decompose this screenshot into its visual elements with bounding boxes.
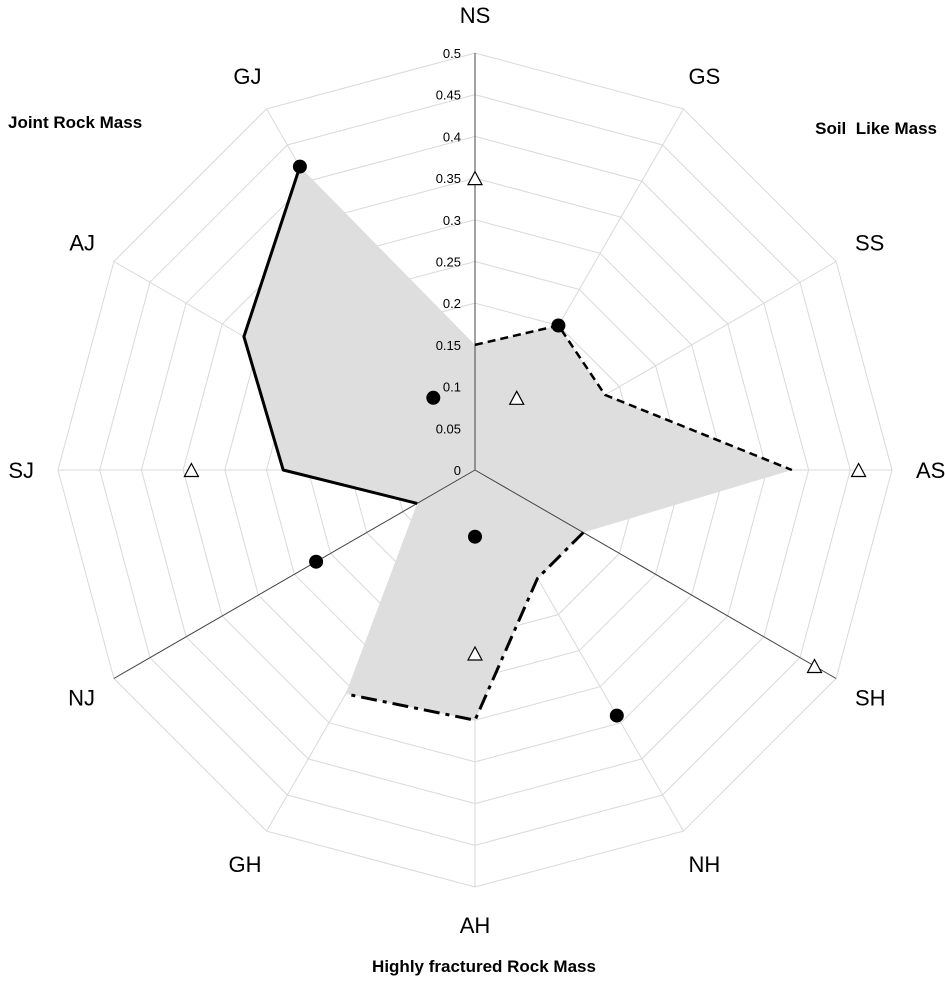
group-label-top-right: Soil Like Mass (815, 119, 937, 138)
tick-label: 0.1 (443, 380, 461, 395)
tick-label: 0 (454, 463, 461, 478)
tick-label: 0.3 (443, 213, 461, 228)
category-label-as: AS (916, 458, 945, 483)
marker-circle (309, 554, 324, 569)
group-label-top-left: Joint Rock Mass (8, 113, 142, 132)
divider-sh (474, 469, 837, 679)
tick-label: 0.4 (443, 129, 461, 144)
category-label-gs: GS (689, 64, 721, 89)
marker-circle (551, 318, 566, 333)
tick-label: 0.15 (436, 338, 461, 353)
divider-nj (113, 469, 476, 679)
category-label-ss: SS (855, 231, 884, 256)
marker-circle (292, 159, 307, 174)
category-label-gj: GJ (233, 64, 261, 89)
tick-label: 0.25 (436, 255, 461, 270)
category-label-sj: SJ (8, 458, 34, 483)
boundary-line (474, 324, 793, 472)
category-label-aj: AJ (69, 231, 95, 256)
tick-label: 0.5 (443, 46, 461, 61)
shaded-area (243, 166, 792, 721)
boundary-line (242, 166, 418, 505)
tick-label: 0.45 (436, 88, 461, 103)
tick-label: 0.05 (436, 421, 461, 436)
category-label-ah: AH (460, 913, 491, 938)
category-label-ns: NS (460, 3, 491, 28)
tick-label: 0.2 (443, 296, 461, 311)
category-label-gh: GH (229, 852, 262, 877)
category-label-nh: NH (689, 852, 721, 877)
marker-circle (468, 529, 482, 544)
marker-triangle (466, 645, 484, 661)
marker-circle (609, 708, 624, 723)
boundary-line (345, 531, 585, 722)
tick-label: 0.35 (436, 171, 461, 186)
category-label-sh: SH (855, 686, 886, 711)
category-label-nj: NJ (68, 686, 95, 711)
marker-triangle (806, 658, 823, 674)
marker-triangle (850, 462, 867, 478)
marker-triangle (183, 462, 200, 478)
marker-circle (426, 390, 441, 405)
group-label-bottom: Highly fractured Rock Mass (372, 957, 596, 976)
marker-triangle (466, 170, 484, 186)
marker-triangle (508, 390, 525, 405)
